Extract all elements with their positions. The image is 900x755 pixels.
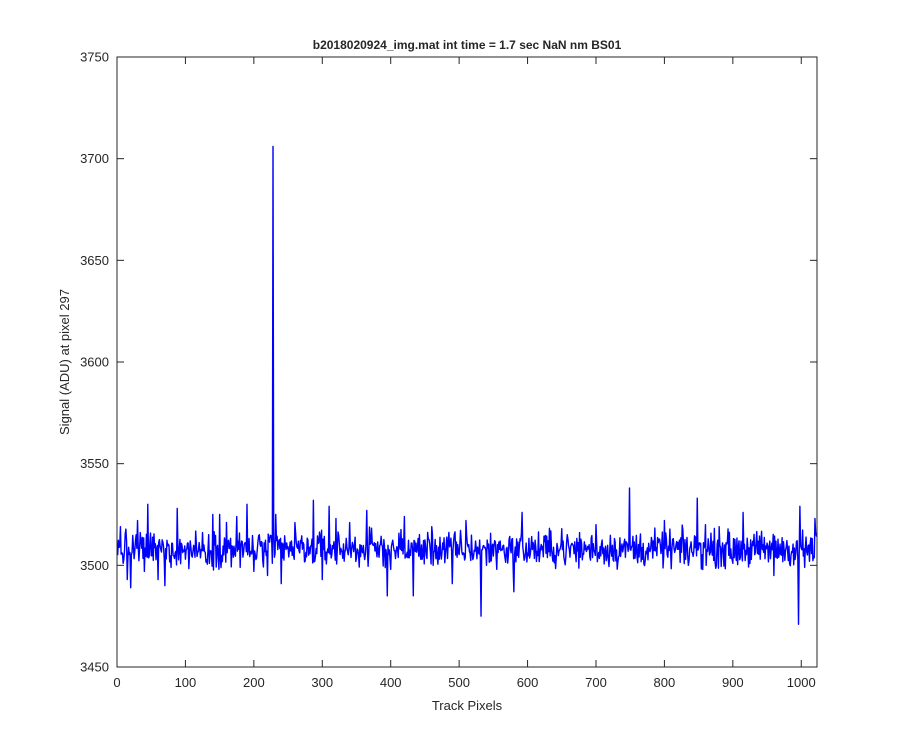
x-tick-label: 1000	[787, 675, 816, 690]
y-axis-label: Signal (ADU) at pixel 297	[57, 289, 72, 435]
y-tick-label: 3600	[80, 355, 109, 370]
y-tick-label: 3450	[80, 660, 109, 675]
x-tick-label: 600	[517, 675, 539, 690]
y-tick-label: 3700	[80, 151, 109, 166]
plot-background	[117, 57, 817, 667]
y-tick-label: 3750	[80, 50, 109, 65]
series-line	[116, 145, 818, 625]
x-axis-label: Track Pixels	[432, 698, 503, 713]
x-tick-label: 500	[448, 675, 470, 690]
y-tick-label: 3500	[80, 558, 109, 573]
x-tick-label: 900	[722, 675, 744, 690]
y-tick-label: 3650	[80, 253, 109, 268]
y-tick-label: 3550	[80, 456, 109, 471]
x-tick-label: 200	[243, 675, 265, 690]
x-tick-label: 400	[380, 675, 402, 690]
chart-title: b2018020924_img.mat int time = 1.7 sec N…	[313, 38, 622, 52]
x-tick-label: 300	[311, 675, 333, 690]
x-tick-label: 800	[654, 675, 676, 690]
x-tick-label: 0	[113, 675, 120, 690]
x-tick-label: 100	[175, 675, 197, 690]
x-tick-label: 700	[585, 675, 607, 690]
plot-area: 0 100 200 300 400 500 600 700 800 900 1000 3450 3500…	[80, 50, 818, 690]
